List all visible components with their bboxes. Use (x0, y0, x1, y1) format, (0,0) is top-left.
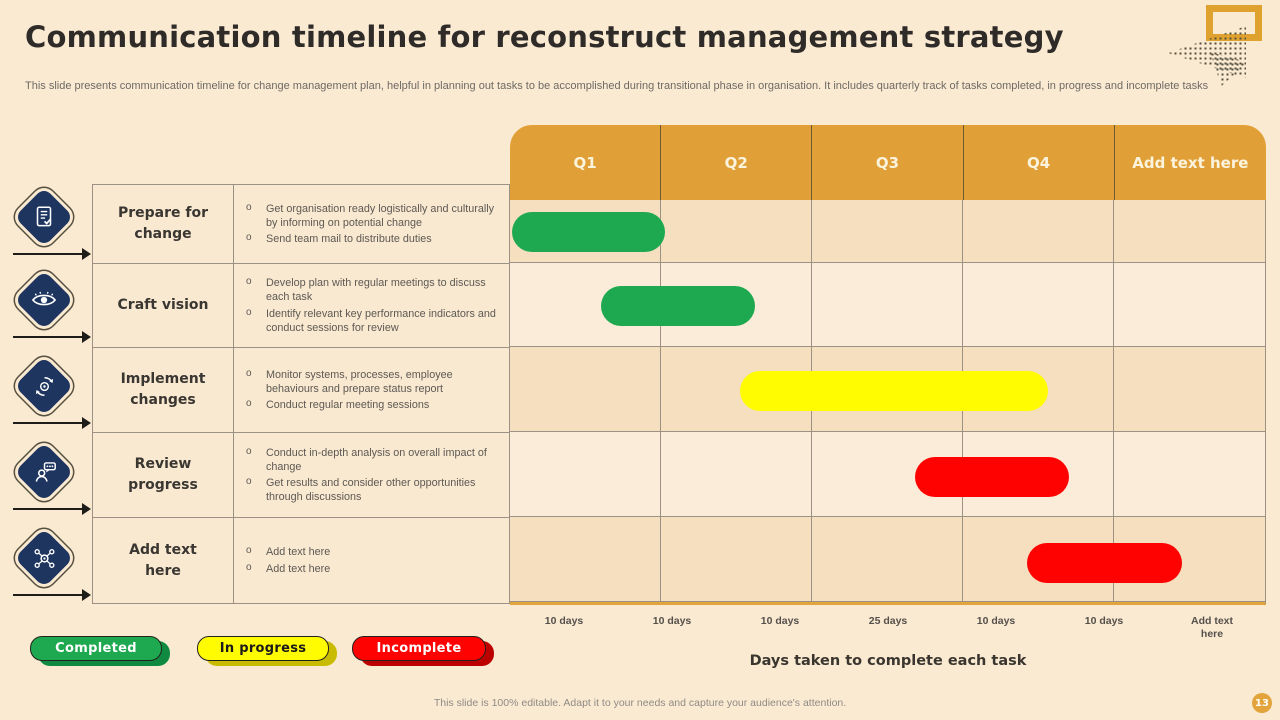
task-label: Review progress (93, 433, 234, 517)
gantt-bar-completed (600, 286, 755, 326)
task-marker-vision (3, 267, 91, 359)
footer-note: This slide is 100% editable. Adapt it to… (433, 697, 847, 709)
duration-label: 25 days (868, 615, 908, 627)
duration-label: 10 days (652, 615, 692, 627)
column-header-q1: Q1 (510, 125, 662, 200)
slide-description: This slide presents communication timeli… (25, 80, 1209, 92)
team-network-icon (28, 542, 60, 574)
arrow-right-icon (13, 503, 91, 515)
task-marker-prepare (3, 184, 91, 276)
duration-label: 10 days (1084, 615, 1124, 627)
gantt-bar-incomplete (914, 457, 1070, 497)
table-row: Add text here Add text here Add text her… (93, 518, 509, 603)
task-label: Implement changes (93, 348, 234, 432)
page-number-badge: 13 (1252, 693, 1272, 713)
task-label-placeholder[interactable]: Add text here (93, 518, 234, 603)
quarter-header: Q1 Q2 Q3 Q4 Add text here (510, 125, 1266, 200)
gantt-bar-completed (512, 212, 665, 252)
task-label: Prepare for change (93, 185, 234, 263)
page-title: Communication timeline for reconstruct m… (25, 20, 1064, 54)
task-bullet-placeholder[interactable]: Add text here (236, 560, 330, 576)
process-arrows-icon (28, 370, 60, 402)
task-marker-add (3, 525, 91, 617)
table-row: Prepare for change Get organisation read… (93, 185, 509, 264)
duration-label: 10 days (760, 615, 800, 627)
arrow-right-icon (13, 248, 91, 260)
duration-axis: 10 days 10 days 10 days 25 days 10 days … (510, 615, 1266, 641)
table-row: Review progress Conduct in-depth analysi… (93, 433, 509, 518)
legend-completed: Completed (30, 636, 162, 661)
table-row: Implement changes Monitor systems, proce… (93, 348, 509, 433)
duration-label: 10 days (544, 615, 584, 627)
column-header-q2: Q2 (661, 125, 813, 200)
gantt-bar-in-progress (739, 371, 1049, 411)
gantt-row (510, 432, 1265, 517)
duration-label: 10 days (976, 615, 1016, 627)
eye-icon (28, 284, 60, 316)
task-description-table: Prepare for change Get organisation read… (92, 184, 510, 604)
axis-title: Days taken to complete each task (749, 653, 1027, 669)
arrow-right-icon (13, 331, 91, 343)
task-label: Craft vision (93, 264, 234, 347)
task-bullet: Conduct in-depth analysis on overall imp… (236, 445, 501, 475)
task-bullet: Conduct regular meeting sessions (236, 397, 501, 412)
task-bullet: Identify relevant key performance indica… (236, 306, 501, 336)
arrow-right-icon (13, 589, 91, 601)
column-header-placeholder[interactable]: Add text here (1132, 153, 1249, 172)
column-header-q3: Q3 (812, 125, 964, 200)
gantt-grid (510, 200, 1266, 605)
column-header-q4: Q4 (964, 125, 1115, 200)
task-bullet: Get results and consider other opportuni… (236, 475, 501, 505)
task-bullet: Develop plan with regular meetings to di… (236, 275, 501, 305)
legend-incomplete: Incomplete (352, 636, 486, 661)
checklist-icon (28, 201, 60, 233)
task-marker-implement (3, 353, 91, 445)
task-bullet: Send team mail to distribute duties (236, 231, 501, 246)
gantt-bar-incomplete (1027, 543, 1182, 583)
table-row: Craft vision Develop plan with regular m… (93, 264, 509, 348)
legend-in-progress: In progress (197, 636, 329, 661)
task-marker-review (3, 439, 91, 531)
task-bullet-placeholder[interactable]: Add text here (236, 544, 330, 559)
discussion-icon (28, 456, 60, 488)
task-bullet: Get organisation ready logistically and … (236, 201, 501, 231)
arrow-right-icon (13, 417, 91, 429)
task-bullet: Monitor systems, processes, employee beh… (236, 367, 501, 397)
duration-label-placeholder[interactable]: Add text here (1191, 615, 1233, 641)
